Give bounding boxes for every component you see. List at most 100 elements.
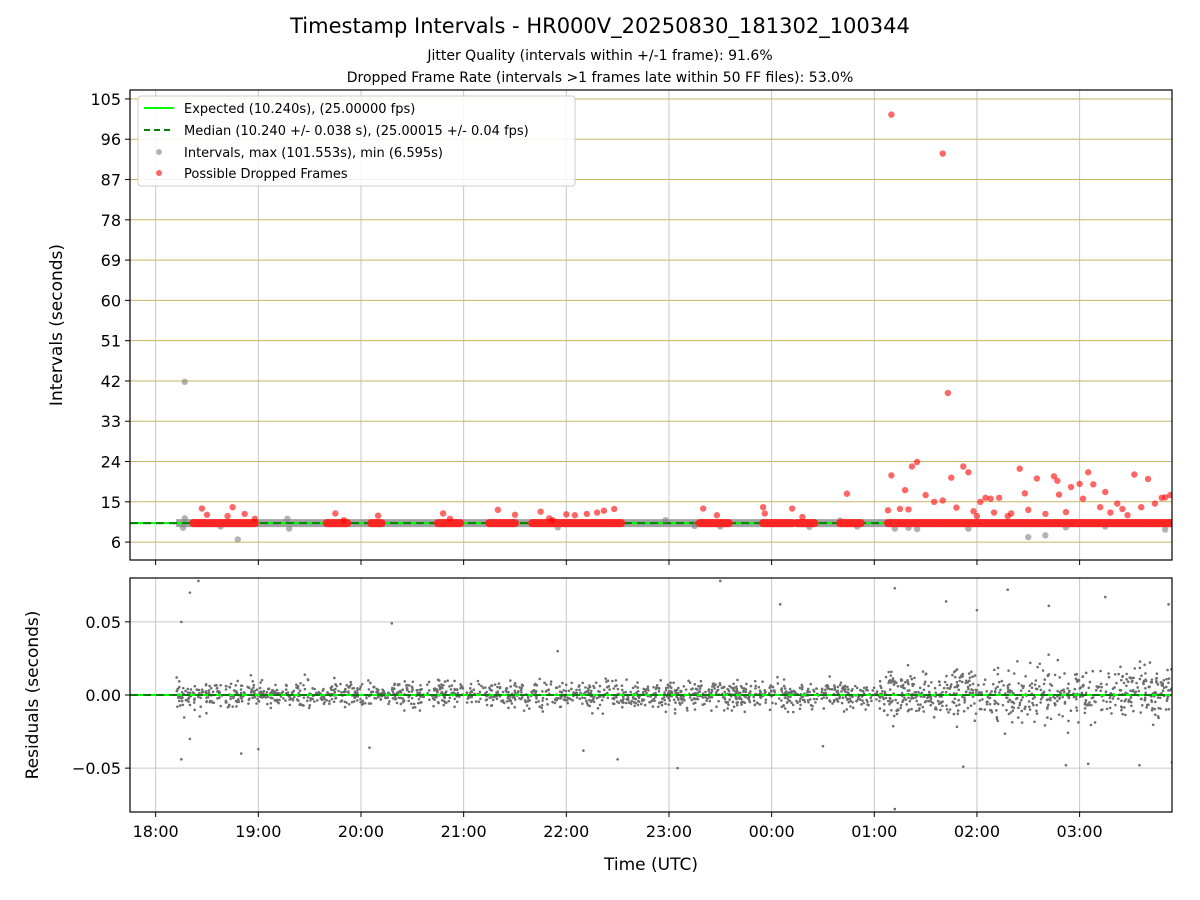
residual-point: [971, 691, 975, 695]
residual-point: [334, 687, 337, 691]
residual-point: [1006, 684, 1010, 687]
residual-point: [1099, 689, 1102, 693]
residual-point: [518, 686, 521, 689]
residual-point: [682, 685, 686, 688]
dropped-frame-point: [1114, 500, 1121, 507]
residual-point: [798, 686, 802, 690]
x-tick-label: 18:00: [133, 822, 179, 841]
y-tick-label: 6: [111, 533, 121, 552]
residual-point: [1156, 683, 1160, 686]
y-tick-label: 24: [101, 453, 121, 472]
residual-point: [886, 713, 889, 717]
dropped-frame-point: [995, 494, 1003, 501]
residual-point: [1049, 696, 1052, 700]
residual-point: [588, 684, 591, 687]
residual-outlier-point: [893, 586, 897, 590]
residual-point: [1133, 667, 1137, 670]
legend-dropped-swatch: [156, 170, 162, 176]
residual-point: [808, 698, 812, 701]
residual-point: [549, 683, 553, 686]
residual-point: [322, 697, 325, 701]
residual-point: [1134, 690, 1138, 694]
residual-point: [553, 701, 557, 705]
residual-point: [1054, 703, 1057, 706]
residual-point: [1155, 679, 1158, 683]
residual-outlier-point: [1086, 762, 1090, 766]
residual-point: [507, 706, 510, 710]
residual-point: [985, 702, 989, 706]
residual-point: [738, 691, 742, 695]
residual-point: [915, 699, 918, 703]
dropped-frame-point: [977, 498, 984, 506]
residual-point: [974, 691, 978, 694]
residual-point: [1130, 680, 1134, 684]
residual-point: [246, 685, 249, 689]
residual-point: [997, 680, 1001, 684]
residual-point: [1122, 681, 1126, 685]
residual-point: [448, 696, 452, 700]
residual-point: [332, 700, 336, 704]
dropped-frame-point: [1131, 471, 1138, 478]
residual-point: [824, 691, 828, 695]
residual-point: [896, 701, 899, 705]
residual-point: [306, 678, 310, 681]
residual-point: [595, 696, 599, 700]
residual-point: [875, 698, 878, 701]
residual-point: [745, 682, 748, 686]
residual-point: [181, 703, 185, 707]
residual-point: [1031, 701, 1034, 705]
residual-point: [255, 702, 258, 705]
residual-point: [330, 688, 333, 691]
residual-point: [1117, 672, 1120, 676]
residual-point: [558, 685, 561, 688]
residual-point: [784, 690, 788, 693]
residual-point: [584, 686, 587, 689]
residual-outlier-point: [778, 603, 782, 606]
residual-point: [1024, 674, 1027, 678]
residual-point: [977, 683, 980, 687]
residual-point: [630, 699, 634, 703]
residual-point: [655, 686, 658, 689]
dropped-frame-point: [549, 516, 556, 524]
residual-point: [456, 691, 460, 695]
residual-point: [399, 696, 403, 700]
residual-point: [833, 688, 837, 691]
dropped-frame-point: [922, 491, 929, 499]
residual-point: [667, 703, 671, 706]
residual-point: [465, 701, 469, 704]
residual-point: [1093, 700, 1096, 703]
residual-point: [743, 710, 747, 714]
residual-point: [895, 712, 899, 716]
residual-point: [916, 703, 920, 706]
residual-point: [907, 696, 910, 700]
residual-point: [282, 697, 285, 700]
residual-point: [968, 683, 972, 687]
dropped-frame-point: [439, 510, 447, 517]
residual-point: [995, 709, 998, 712]
residual-point: [605, 685, 609, 689]
residual-point: [525, 704, 529, 707]
residual-point: [579, 691, 582, 695]
dropped-frame-point: [1007, 510, 1015, 517]
residual-point: [300, 703, 304, 707]
residual-point: [612, 697, 616, 701]
dropped-frame-point: [1144, 475, 1152, 483]
residual-point: [1119, 689, 1123, 692]
residual-point: [788, 687, 792, 691]
residual-outlier-point: [1064, 763, 1068, 767]
residual-point: [339, 700, 343, 703]
residual-point: [951, 673, 954, 677]
interval-point: [662, 516, 669, 524]
residual-point: [840, 701, 844, 705]
residual-point: [937, 680, 941, 683]
residual-point: [401, 697, 405, 700]
residual-outlier-point: [944, 600, 948, 603]
intervals-panel: 6 15 24 33 42 51 60 69 78 87 96 105 Intervals (secon…: [47, 89, 1173, 565]
dropped-frame-point: [1025, 506, 1032, 514]
residual-point: [1119, 665, 1122, 669]
residual-point: [236, 698, 240, 702]
residual-point: [1075, 706, 1078, 709]
residual-point: [259, 681, 262, 684]
residual-point: [569, 697, 572, 701]
residual-point: [806, 690, 809, 694]
